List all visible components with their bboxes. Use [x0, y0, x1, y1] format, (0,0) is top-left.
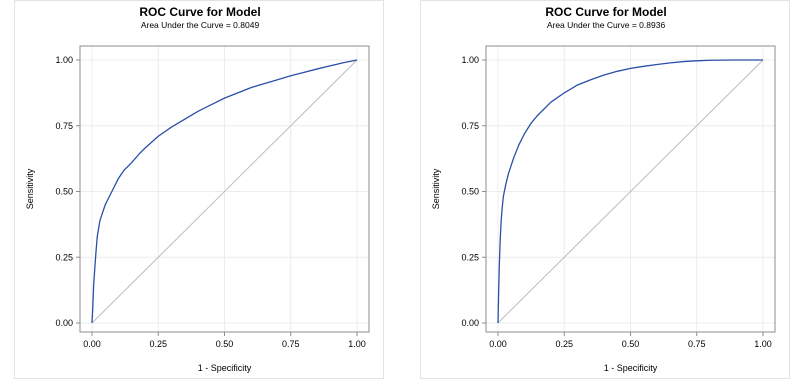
y-tick-label: 0.00: [461, 318, 479, 328]
y-axis-title: Sensitivity: [25, 168, 35, 209]
x-tick-label: 0.25: [149, 339, 167, 349]
y-tick-label: 0.50: [55, 187, 73, 197]
y-tick-label: 1.00: [461, 55, 479, 65]
chart-subtitle: Area Under the Curve = 0.8936: [547, 20, 666, 30]
y-tick-label: 0.25: [461, 252, 479, 262]
x-tick-label: 1.00: [754, 339, 772, 349]
x-tick-label: 0.50: [622, 339, 640, 349]
x-tick-label: 0.00: [489, 339, 507, 349]
x-axis-title: 1 - Specificity: [198, 363, 252, 373]
y-tick-label: 1.00: [55, 55, 73, 65]
diagonal-reference-line: [497, 59, 764, 324]
y-axis-title: Sensitivity: [431, 168, 441, 209]
y-tick-label: 0.75: [55, 121, 73, 131]
roc-chart-left: ROC Curve for Model Area Under the Curve …: [14, 0, 384, 379]
x-tick-label: 0.25: [555, 339, 573, 349]
x-tick-label: 0.50: [216, 339, 234, 349]
roc-curve-line: [91, 59, 358, 324]
y-tick-label: 0.75: [461, 121, 479, 131]
chart-title: ROC Curve for Model: [545, 5, 666, 19]
x-tick-label: 0.00: [83, 339, 101, 349]
roc-curve-line: [497, 59, 763, 324]
x-tick-label: 0.75: [282, 339, 300, 349]
chart-title: ROC Curve for Model: [139, 5, 260, 19]
roc-chart-right: ROC Curve for Model Area Under the Curve …: [420, 0, 790, 379]
y-tick-label: 0.50: [461, 187, 479, 197]
y-tick-label: 0.00: [55, 318, 73, 328]
diagonal-reference-line: [91, 59, 358, 324]
chart-subtitle: Area Under the Curve = 0.8049: [141, 20, 260, 30]
y-tick-label: 0.25: [55, 252, 73, 262]
x-tick-label: 1.00: [348, 339, 366, 349]
x-axis-title: 1 - Specificity: [604, 363, 658, 373]
x-tick-label: 0.75: [688, 339, 706, 349]
